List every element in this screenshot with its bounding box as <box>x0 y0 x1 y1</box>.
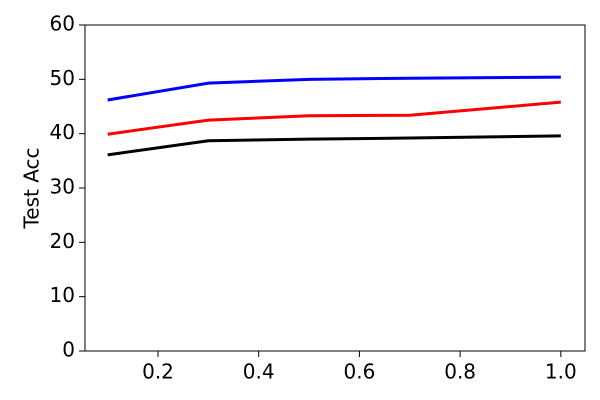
x-tick-label: 0.2 <box>142 360 174 384</box>
y-tick-label: 30 <box>50 175 75 199</box>
y-tick-label: 50 <box>50 66 75 90</box>
y-axis-label: Test Acc <box>20 147 44 229</box>
x-tick-label: 1.0 <box>545 360 577 384</box>
y-tick-label: 60 <box>50 12 75 36</box>
x-tick-label: 0.4 <box>243 360 275 384</box>
line-series <box>107 100 561 136</box>
y-tick-label: 40 <box>50 120 75 144</box>
x-tick-label: 0.8 <box>444 360 476 384</box>
line-series <box>107 134 561 157</box>
plot-frame <box>84 24 586 352</box>
y-tick-label: 20 <box>50 229 75 253</box>
line-series <box>107 75 561 102</box>
x-tick-label: 0.6 <box>344 360 376 384</box>
y-tick-label: 0 <box>62 338 75 362</box>
y-tick-label: 10 <box>50 283 75 307</box>
